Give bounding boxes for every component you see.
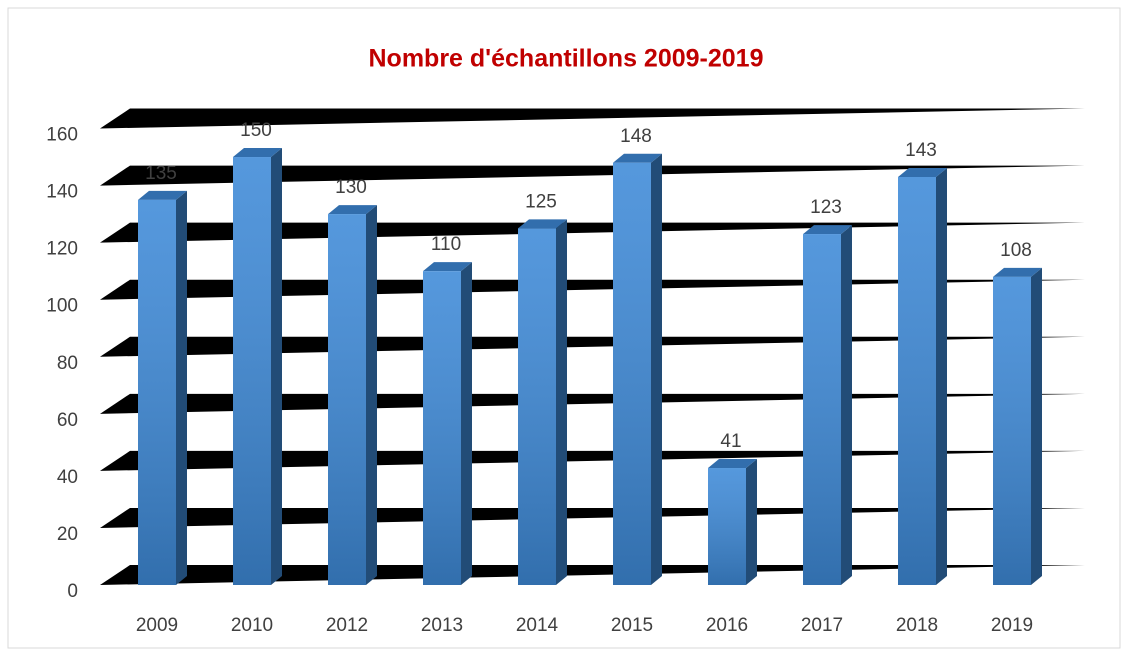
bar-top: [328, 205, 377, 215]
bar-top: [423, 262, 472, 272]
bar: [708, 459, 757, 585]
bar: [898, 168, 947, 586]
x-tick-label: 2015: [611, 615, 653, 636]
bar: [803, 225, 852, 586]
bar-side: [366, 205, 377, 585]
bar-shade: [803, 234, 841, 586]
bar-shade: [613, 162, 651, 586]
data-label: 108: [1000, 240, 1032, 261]
data-label: 148: [620, 126, 652, 147]
bar-side: [1031, 267, 1042, 585]
chart-title: Nombre d'échantillons 2009-2019: [369, 45, 764, 73]
bar: [993, 267, 1042, 585]
y-tick-label: 140: [46, 182, 78, 203]
x-tick-label: 2010: [231, 615, 273, 636]
grid-line: [100, 165, 1085, 186]
x-tick-label: 2016: [706, 615, 748, 636]
x-tick-label: 2013: [421, 615, 463, 636]
bar-top: [708, 459, 757, 469]
bar-shade: [423, 271, 461, 585]
data-label: 125: [525, 191, 557, 212]
bar: [613, 153, 662, 586]
bar: [423, 262, 472, 585]
data-label: 143: [905, 140, 937, 161]
data-label: 123: [810, 197, 842, 218]
x-tick-label: 2009: [136, 615, 178, 636]
x-tick-label: 2019: [991, 615, 1033, 636]
y-tick-label: 0: [67, 581, 78, 602]
data-label: 150: [240, 120, 272, 141]
bar-top: [138, 190, 187, 200]
y-tick-label: 60: [57, 410, 78, 431]
bar-side: [841, 225, 852, 586]
y-tick-label: 80: [57, 353, 78, 374]
x-tick-label: 2014: [516, 615, 559, 636]
bar: [233, 148, 282, 585]
bar: [138, 190, 187, 585]
bar-top: [518, 219, 567, 229]
bar-shade: [233, 157, 271, 585]
y-tick-label: 100: [46, 296, 78, 317]
bar: [518, 219, 567, 585]
bar-shade: [518, 228, 556, 585]
bar-top: [993, 267, 1042, 277]
bar-side: [176, 190, 187, 585]
bar-side: [746, 459, 757, 585]
bar-side: [936, 168, 947, 586]
bar-shade: [138, 199, 176, 585]
x-tick-label: 2017: [801, 615, 843, 636]
bar-top: [613, 153, 662, 163]
bar-top: [898, 168, 947, 178]
y-tick-label: 120: [46, 239, 78, 260]
bar-top: [233, 148, 282, 158]
x-tick-label: 2018: [896, 615, 938, 636]
bar-top: [803, 225, 852, 235]
grid-line: [100, 108, 1085, 129]
bar-side: [271, 148, 282, 585]
bar-shade: [328, 214, 366, 585]
data-label: 130: [335, 177, 367, 198]
data-label: 135: [145, 163, 177, 184]
bar-shade: [898, 177, 936, 586]
x-tick-label: 2012: [326, 615, 368, 636]
bar-shade: [708, 468, 746, 585]
data-label: 110: [431, 234, 461, 255]
data-label: 41: [720, 431, 741, 452]
bar-side: [461, 262, 472, 585]
y-tick-label: 40: [57, 467, 78, 488]
bar-shade: [993, 276, 1031, 585]
bar-side: [556, 219, 567, 585]
bar: [328, 205, 377, 585]
y-tick-label: 20: [57, 524, 78, 545]
y-tick-label: 160: [46, 125, 78, 146]
bar-side: [651, 153, 662, 586]
